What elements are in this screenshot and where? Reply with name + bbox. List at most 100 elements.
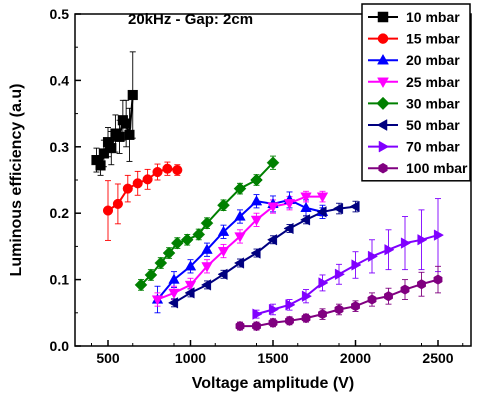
data-point (266, 156, 280, 170)
x-tick-label: 2500 (422, 350, 453, 366)
data-point (433, 229, 445, 241)
data-point (384, 244, 395, 256)
data-point (334, 268, 346, 280)
data-point (316, 192, 329, 203)
y-axis-label: Luminous efficiency (a.u) (8, 84, 25, 277)
data-point (233, 257, 245, 269)
series-line (256, 234, 439, 316)
data-point (151, 295, 164, 306)
data-point (124, 129, 135, 140)
data-point (168, 288, 180, 299)
data-point (250, 195, 263, 206)
legend: 10 mbar 15 mbar 20 mbar 25 mbar 30 mbar 50 mb… (361, 3, 471, 182)
legend-marker (378, 162, 388, 174)
legend-label: 10 mbar (406, 9, 460, 25)
x-tick-label: 500 (96, 350, 120, 366)
data-point (167, 297, 179, 309)
data-point (300, 192, 312, 203)
data-point (152, 166, 163, 178)
data-point (217, 268, 228, 280)
chart-title: 20kHz - Gap: 2cm (128, 11, 253, 28)
data-point (170, 236, 184, 250)
data-point (154, 256, 168, 270)
y-axis-ticks: 0.0 0.1 0.2 0.3 0.4 0.5 (50, 6, 81, 354)
data-point (250, 215, 263, 226)
data-point (201, 262, 213, 273)
legend-label: 70 mbar (406, 139, 460, 155)
data-point (200, 279, 212, 291)
data-point (433, 274, 443, 285)
data-point (142, 174, 153, 185)
data-point (134, 278, 148, 292)
data-point (334, 304, 344, 315)
x-axis-ticks: 500 1000 1500 2000 2500 (91, 340, 464, 366)
data-point (217, 198, 230, 212)
data-point (172, 164, 183, 176)
data-point (349, 200, 360, 213)
data-point (233, 182, 247, 195)
data-point (217, 225, 230, 236)
data-point (316, 206, 327, 218)
data-point (384, 291, 393, 302)
data-point (299, 214, 311, 226)
legend-label: 25 mbar (406, 74, 460, 90)
y-tick-label: 0.2 (50, 205, 70, 221)
data-point (127, 89, 138, 101)
legend-label: 20 mbar (406, 52, 460, 68)
data-point (162, 163, 173, 174)
data-point (318, 309, 327, 320)
legend-label: 50 mbar (406, 117, 460, 133)
legend-marker (376, 96, 390, 111)
data-point (367, 250, 379, 263)
y-tick-label: 0.3 (50, 139, 70, 155)
y-tick-label: 0.1 (50, 272, 70, 288)
data-point (234, 210, 246, 221)
data-point (332, 202, 344, 215)
data-point (144, 268, 158, 282)
data-point (200, 216, 214, 230)
data-point (184, 280, 197, 291)
data-point (235, 320, 245, 332)
data-point (283, 199, 296, 210)
data-point (132, 178, 143, 189)
markers-layer (91, 89, 445, 332)
x-tick-label: 2000 (340, 350, 371, 366)
legend-marker (378, 140, 390, 153)
y-tick-label: 0.5 (50, 6, 70, 22)
data-point (318, 277, 329, 289)
data-point (252, 308, 263, 320)
data-point (285, 315, 294, 326)
data-point (285, 299, 296, 311)
data-point (184, 260, 197, 271)
data-point (114, 131, 125, 142)
data-point (266, 234, 278, 246)
data-point (283, 222, 294, 235)
data-point (301, 313, 311, 324)
data-point (252, 320, 261, 332)
data-point (268, 303, 280, 316)
data-point (102, 205, 114, 216)
data-point (201, 243, 213, 254)
data-point (180, 233, 194, 247)
data-point (98, 148, 109, 159)
data-point (122, 183, 133, 194)
legend-marker (377, 33, 389, 44)
y-tick-label: 0.0 (50, 338, 70, 354)
data-point (112, 198, 123, 209)
data-point (184, 287, 195, 299)
data-point (267, 202, 279, 213)
data-point (162, 246, 176, 260)
x-axis-label: Voltage amplitude (V) (192, 375, 354, 392)
data-point (417, 234, 428, 246)
y-tick-label: 0.4 (50, 72, 70, 88)
data-point (121, 118, 132, 129)
legend-marker (377, 53, 389, 65)
data-point (367, 294, 377, 305)
data-point (250, 173, 263, 187)
legend-label: 100 mbar (406, 160, 468, 176)
legend-label: 15 mbar (406, 31, 460, 47)
data-point (268, 317, 278, 328)
data-point (192, 228, 206, 241)
legend-label: 30 mbar (406, 95, 460, 111)
